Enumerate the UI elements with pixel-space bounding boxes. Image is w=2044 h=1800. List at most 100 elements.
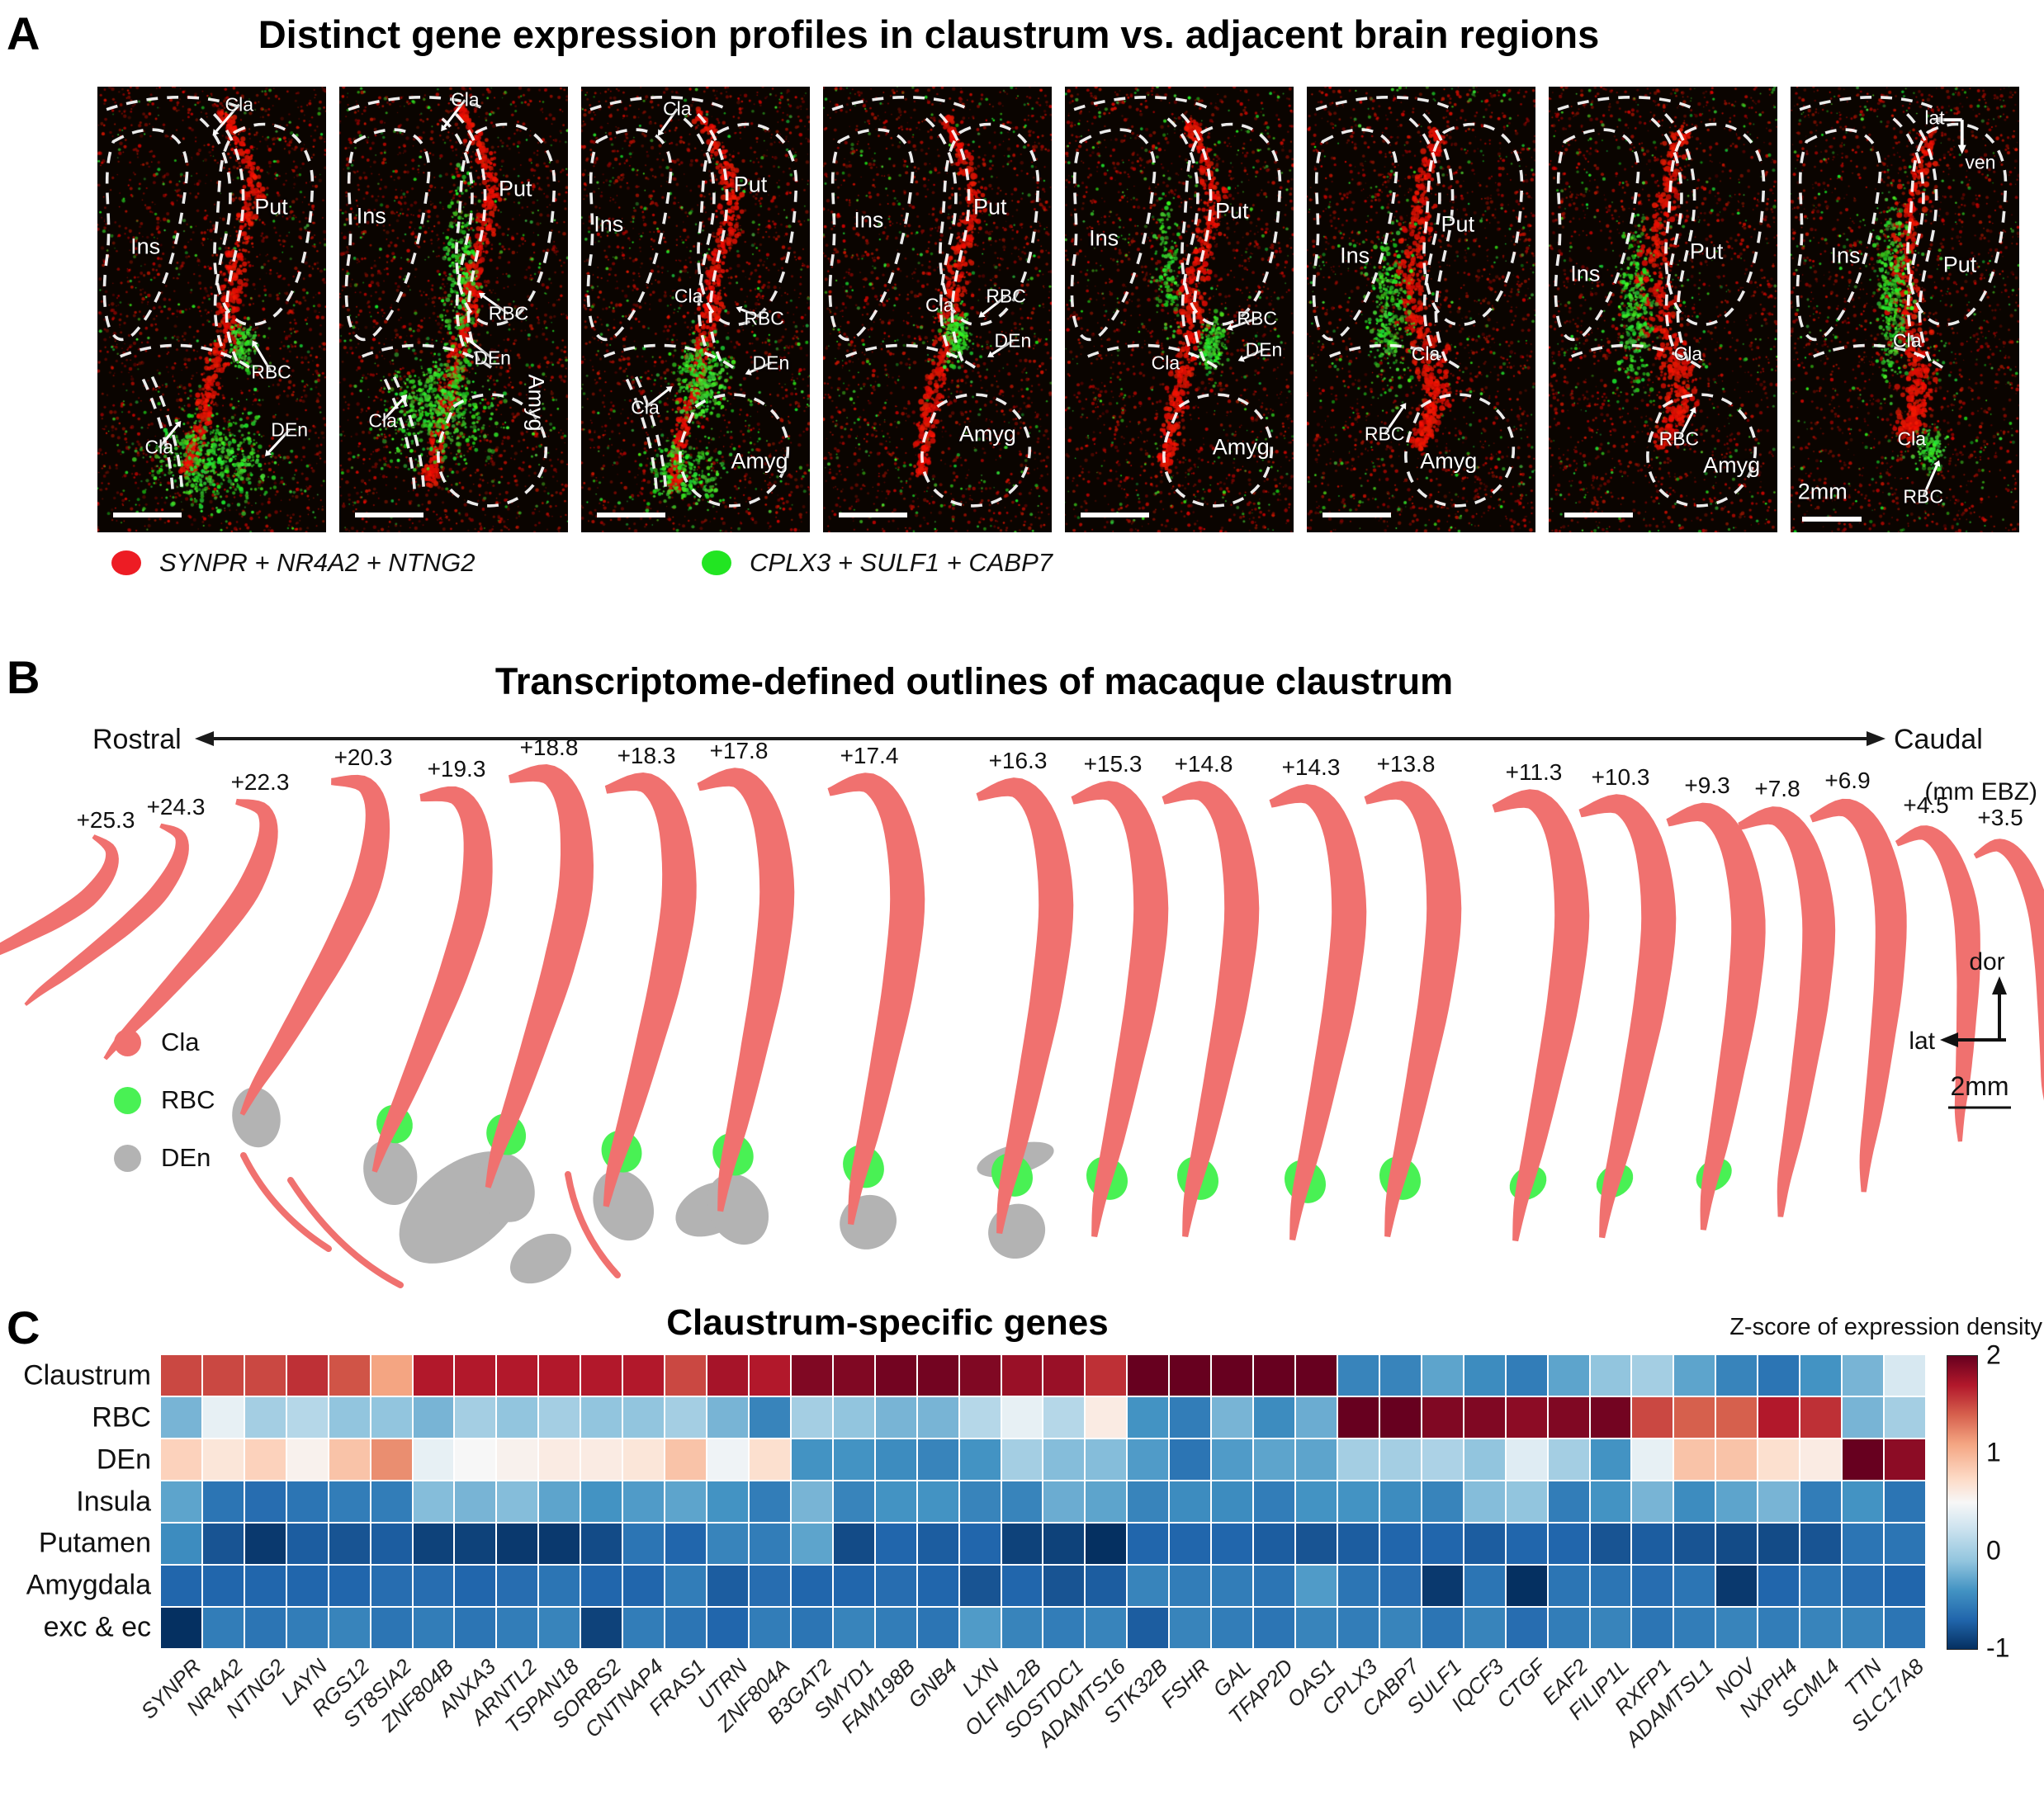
section-coordinate-label: +17.8 <box>710 738 769 763</box>
heatmap-cell <box>749 1481 790 1522</box>
heatmap-cell <box>707 1397 748 1438</box>
region-label: Ins <box>1340 243 1370 268</box>
region-label: Ins <box>1570 261 1601 286</box>
panel-a-legend-red: SYNPR + NR4A2 + NTNG2 <box>111 548 475 578</box>
heatmap-cell <box>1885 1355 1925 1396</box>
ins-outline <box>828 128 915 342</box>
heatmap-cell <box>1716 1397 1758 1438</box>
heatmap-cell <box>1716 1439 1758 1480</box>
heatmap-cell <box>1590 1481 1631 1522</box>
region-outlines <box>1312 96 1524 508</box>
den-color-dot <box>114 1144 141 1172</box>
heatmap-cell <box>1506 1481 1547 1522</box>
region-outlines <box>828 96 1040 508</box>
cla-outline-shape <box>1666 802 1766 1231</box>
heatmap-cell <box>707 1608 748 1648</box>
heatmap-cell <box>1885 1566 1925 1606</box>
cla-outline-shape <box>1071 781 1169 1237</box>
heatmap-cell <box>1086 1524 1127 1564</box>
colorbar-title: Z-score of expression density <box>1729 1314 2042 1340</box>
heatmap-cell <box>665 1481 707 1522</box>
region-label: Amyg <box>1703 452 1761 478</box>
heatmap-cell <box>1128 1566 1169 1606</box>
den-blob <box>707 1174 769 1245</box>
heatmap-cell <box>413 1439 454 1480</box>
region-label: RBC <box>488 302 529 324</box>
heatmap-cell <box>959 1524 1001 1564</box>
heatmap-row-label: Amygdala <box>26 1569 151 1601</box>
section-coordinate-label: +24.3 <box>147 794 206 820</box>
heatmap-cell <box>1001 1439 1043 1480</box>
heatmap-cell <box>1296 1397 1337 1438</box>
lat-label: lat <box>1909 1028 1935 1055</box>
section-coordinate-label: +14.8 <box>1175 751 1233 777</box>
heatmap-cell <box>959 1397 1001 1438</box>
red-marker-dot <box>111 550 141 575</box>
region-label: Put <box>1942 252 1977 277</box>
claustrum-section <box>363 786 493 1206</box>
heatmap-cell <box>202 1481 244 1522</box>
heatmap-cell <box>791 1524 832 1564</box>
heatmap-cell <box>1379 1397 1421 1438</box>
claustrum-section <box>1492 789 1590 1242</box>
colorbar-tick-label: 1 <box>1986 1437 2001 1467</box>
heatmap-cell <box>875 1524 916 1564</box>
dor-arrowhead <box>1992 976 2007 994</box>
rostral-label: Rostral <box>92 724 182 755</box>
heatmap-cell <box>286 1439 328 1480</box>
claustrum-section <box>1578 794 1677 1239</box>
heatmap-cell <box>1758 1608 1800 1648</box>
heatmap-cell <box>202 1524 244 1564</box>
heatmap-cell <box>1716 1566 1758 1606</box>
heatmap-cell <box>244 1355 286 1396</box>
region-outlines <box>1554 96 1766 508</box>
top-outline <box>106 96 240 111</box>
heatmap-cell <box>1590 1439 1631 1480</box>
heatmap-cell <box>1254 1397 1295 1438</box>
heatmap-cell <box>286 1524 328 1564</box>
heatmap-cell <box>917 1566 958 1606</box>
heatmap-cell <box>623 1524 665 1564</box>
den-blob <box>988 1203 1046 1259</box>
heatmap-cell <box>1128 1481 1169 1522</box>
ins-outline <box>586 128 673 342</box>
heatmap-cell <box>1632 1481 1673 1522</box>
red-marker-label: SYNPR + NR4A2 + NTNG2 <box>159 548 476 577</box>
heatmap-cell <box>161 1439 201 1480</box>
sep-outline <box>845 343 980 371</box>
tissue-canvas <box>581 87 810 532</box>
amyg-outline <box>920 393 1032 508</box>
heatmap-cell <box>1296 1439 1337 1480</box>
heatmap-cell <box>1674 1524 1715 1564</box>
region-label: Amyg <box>958 421 1016 446</box>
heatmap-cell <box>1212 1524 1253 1564</box>
section-coordinate-label: +4.5 <box>1903 792 1948 818</box>
heatmap-cell <box>1885 1524 1925 1564</box>
microscopy-image: Put Ins RBC Cla DEn Amyg <box>823 87 1052 532</box>
heatmap-cell <box>497 1524 538 1564</box>
label-arrow <box>740 308 765 320</box>
scale-bar <box>839 512 908 517</box>
heatmap-cell <box>1632 1439 1673 1480</box>
claustrum-section <box>1895 825 1980 1142</box>
label-arrow <box>443 99 466 128</box>
region-outlines <box>344 96 556 508</box>
claustrum-outline-diagram: Rostral Caudal (mm EBZ) +25.3 +24.3 +22.3 +20.… <box>0 724 2044 1288</box>
heatmap-cell <box>1843 1566 1884 1606</box>
tissue-canvas <box>1791 87 2019 532</box>
heatmap-row-label: Insula <box>76 1486 151 1517</box>
ven-arrowhead <box>1957 144 1966 154</box>
claustrum-section <box>232 774 390 1148</box>
heatmap-cell <box>161 1566 201 1606</box>
heatmap-cell <box>286 1481 328 1522</box>
heatmap-cell <box>539 1481 580 1522</box>
heatmap-cell <box>875 1608 916 1648</box>
label-arrow <box>482 295 509 315</box>
colorbar-tick-label: 2 <box>1986 1339 2001 1370</box>
heatmap-cell <box>1506 1608 1547 1648</box>
heatmap-cell <box>371 1608 412 1648</box>
heatmap-cell <box>1464 1397 1505 1438</box>
panel-b-label: B <box>7 651 40 703</box>
label-arrow <box>1677 411 1694 440</box>
heatmap-cell <box>1548 1355 1589 1396</box>
